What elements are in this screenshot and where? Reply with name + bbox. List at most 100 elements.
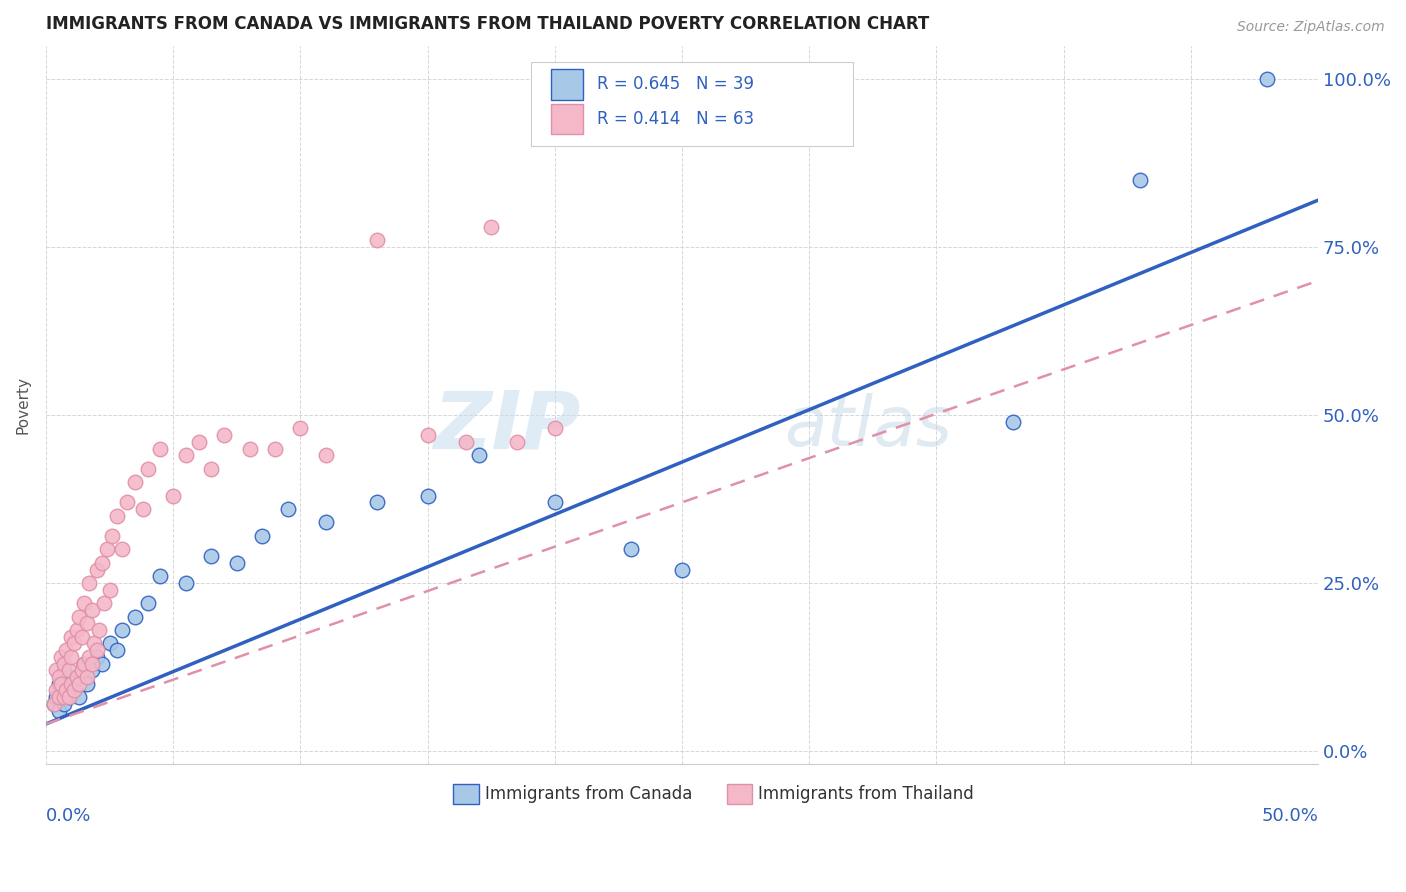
Point <box>416 428 439 442</box>
Point <box>111 542 134 557</box>
Text: R = 0.645   N = 39: R = 0.645 N = 39 <box>596 76 754 94</box>
Point <box>58 690 80 705</box>
Point <box>1256 72 1278 87</box>
Text: atlas: atlas <box>783 393 952 460</box>
Point <box>60 649 83 664</box>
Text: ZIP: ZIP <box>433 387 581 466</box>
Point <box>225 556 247 570</box>
Point <box>65 623 87 637</box>
Point <box>366 495 388 509</box>
Text: 0.0%: 0.0% <box>46 807 91 825</box>
Point <box>98 636 121 650</box>
Point <box>200 462 222 476</box>
Point <box>111 623 134 637</box>
Point <box>52 663 75 677</box>
Point <box>48 690 70 705</box>
Y-axis label: Poverty: Poverty <box>15 376 30 434</box>
Point <box>45 683 67 698</box>
Point <box>277 502 299 516</box>
Point <box>67 609 90 624</box>
Point <box>238 442 260 456</box>
Point <box>48 704 70 718</box>
Point <box>290 421 312 435</box>
Point <box>1001 415 1024 429</box>
Point <box>55 683 77 698</box>
Point <box>105 643 128 657</box>
Point <box>65 670 87 684</box>
Point <box>55 643 77 657</box>
Point <box>80 603 103 617</box>
Point <box>86 649 108 664</box>
Point <box>77 576 100 591</box>
Point <box>124 609 146 624</box>
Point <box>52 697 75 711</box>
Point <box>63 636 86 650</box>
Point <box>45 663 67 677</box>
Point <box>544 495 567 509</box>
Point <box>454 434 477 449</box>
Text: Immigrants from Thailand: Immigrants from Thailand <box>758 785 974 803</box>
Point <box>42 697 65 711</box>
FancyBboxPatch shape <box>551 103 583 134</box>
Point <box>51 690 73 705</box>
Point <box>80 657 103 671</box>
Point <box>124 475 146 490</box>
Point <box>544 421 567 435</box>
Point <box>86 562 108 576</box>
Point <box>65 670 87 684</box>
Point <box>149 569 172 583</box>
Point <box>174 448 197 462</box>
Point <box>212 428 235 442</box>
Point <box>70 630 93 644</box>
Point <box>76 676 98 690</box>
Point <box>48 670 70 684</box>
Point <box>366 234 388 248</box>
Point <box>98 582 121 597</box>
Text: Source: ZipAtlas.com: Source: ZipAtlas.com <box>1237 20 1385 34</box>
Point <box>264 442 287 456</box>
Point <box>136 462 159 476</box>
Point <box>58 690 80 705</box>
Point <box>51 676 73 690</box>
Text: 50.0%: 50.0% <box>1261 807 1319 825</box>
FancyBboxPatch shape <box>727 784 752 804</box>
Point <box>58 663 80 677</box>
Point <box>96 542 118 557</box>
Point <box>73 657 96 671</box>
Point <box>93 596 115 610</box>
FancyBboxPatch shape <box>453 784 478 804</box>
Point <box>60 676 83 690</box>
FancyBboxPatch shape <box>551 70 583 100</box>
Point <box>52 690 75 705</box>
Point <box>73 657 96 671</box>
Point <box>76 670 98 684</box>
Point <box>77 649 100 664</box>
Point <box>101 529 124 543</box>
Point <box>48 676 70 690</box>
Point <box>252 529 274 543</box>
Point <box>63 683 86 698</box>
Point <box>83 636 105 650</box>
FancyBboxPatch shape <box>530 62 852 145</box>
Point <box>187 434 209 449</box>
Point <box>105 508 128 523</box>
Text: IMMIGRANTS FROM CANADA VS IMMIGRANTS FROM THAILAND POVERTY CORRELATION CHART: IMMIGRANTS FROM CANADA VS IMMIGRANTS FRO… <box>46 15 929 33</box>
Point <box>671 562 693 576</box>
Point <box>73 596 96 610</box>
Point <box>131 502 153 516</box>
Point <box>86 643 108 657</box>
Point <box>315 516 337 530</box>
Point <box>136 596 159 610</box>
Point <box>60 676 83 690</box>
Point <box>315 448 337 462</box>
Point <box>42 697 65 711</box>
Text: R = 0.414   N = 63: R = 0.414 N = 63 <box>596 110 754 128</box>
Point <box>117 495 139 509</box>
Point <box>70 663 93 677</box>
Point <box>1129 173 1152 187</box>
Point <box>505 434 527 449</box>
Point <box>76 616 98 631</box>
Text: Immigrants from Canada: Immigrants from Canada <box>485 785 692 803</box>
Point <box>51 649 73 664</box>
Point <box>174 576 197 591</box>
